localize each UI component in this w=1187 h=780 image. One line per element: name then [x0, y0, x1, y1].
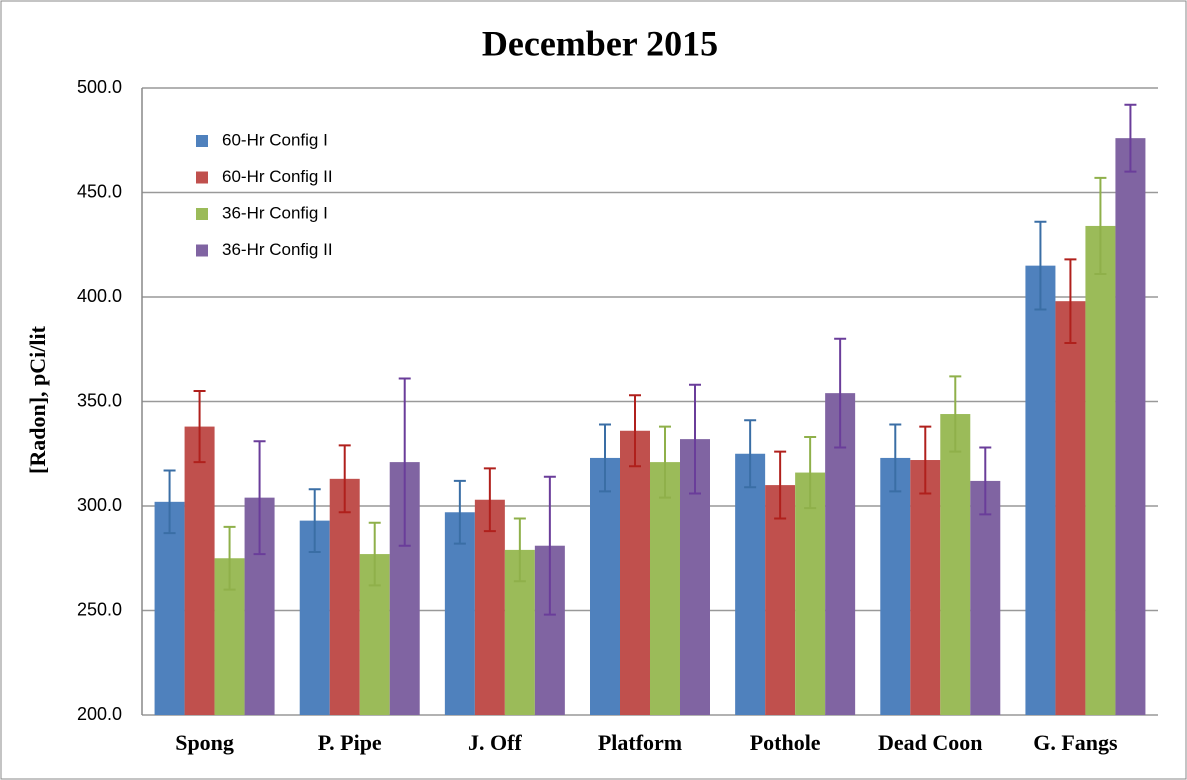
- bar: [474, 499, 505, 715]
- error-bar: [163, 469, 176, 535]
- error-bar: [483, 467, 496, 533]
- bar: [329, 478, 360, 715]
- error-bar: [1094, 176, 1107, 276]
- bar: [184, 426, 215, 715]
- error-bar: [949, 375, 962, 453]
- error-bar: [253, 440, 266, 556]
- y-axis-label: [Radon], pCi/lit: [25, 325, 50, 474]
- bar: [1025, 265, 1056, 715]
- bar: [765, 485, 796, 715]
- error-bar: [1064, 258, 1077, 344]
- legend-swatch: [196, 171, 208, 184]
- bar: [650, 462, 680, 715]
- x-tick-label: P. Pipe: [318, 730, 382, 755]
- legend-swatch: [196, 208, 208, 220]
- x-tick-label: J. Off: [468, 730, 522, 755]
- error-bar: [1124, 103, 1137, 173]
- error-bar: [368, 521, 381, 587]
- error-bar: [193, 390, 206, 464]
- bar: [910, 460, 941, 715]
- x-tick-label: Spong: [175, 730, 234, 755]
- bar: [299, 520, 330, 715]
- x-tick-label: Pothole: [750, 730, 821, 755]
- error-bar: [979, 446, 992, 516]
- error-bar: [1034, 220, 1047, 311]
- bar: [970, 480, 1001, 715]
- bar: [590, 457, 620, 715]
- error-bar: [919, 425, 932, 495]
- y-tick-label: 300.0: [77, 495, 122, 515]
- error-bar: [804, 436, 817, 510]
- y-tick-label: 500.0: [77, 77, 122, 97]
- error-bar: [223, 525, 236, 591]
- legend-swatch: [196, 244, 208, 257]
- bar: [1115, 138, 1146, 715]
- error-bar: [308, 488, 321, 553]
- error-bar: [453, 479, 466, 545]
- legend-label: 60-Hr Config II: [222, 167, 333, 186]
- x-tick-label: G. Fangs: [1033, 730, 1118, 755]
- error-bar: [338, 444, 351, 514]
- legend-swatch: [196, 135, 208, 147]
- legend-label: 60-Hr Config I: [222, 130, 328, 149]
- error-bar: [689, 383, 701, 495]
- error-bar: [744, 419, 757, 489]
- chart-title: December 2015: [482, 23, 718, 63]
- y-tick-label: 400.0: [77, 286, 122, 306]
- bar: [444, 512, 475, 715]
- legend-label: 36-Hr Config II: [222, 240, 333, 259]
- error-bar: [599, 423, 611, 493]
- y-tick-label: 450.0: [77, 181, 122, 201]
- bar: [735, 453, 766, 715]
- bar: [880, 457, 911, 715]
- x-tick-label: Dead Coon: [878, 730, 983, 755]
- error-bar: [629, 394, 641, 468]
- error-bar: [834, 337, 847, 449]
- legend-label: 36-Hr Config I: [222, 203, 328, 222]
- error-bar: [513, 517, 526, 583]
- x-tick-label: Platform: [598, 730, 682, 755]
- bar: [1055, 301, 1086, 715]
- y-tick-label: 200.0: [77, 704, 122, 724]
- bar: [1085, 225, 1116, 715]
- error-bar: [774, 450, 787, 520]
- bar: [940, 414, 971, 715]
- error-bar: [889, 423, 902, 493]
- bar: [620, 430, 650, 715]
- bar: [154, 501, 185, 715]
- y-tick-label: 350.0: [77, 390, 122, 410]
- error-bar: [659, 425, 671, 499]
- error-bar: [398, 377, 411, 547]
- bar: [795, 472, 826, 715]
- error-bar: [543, 475, 556, 616]
- y-tick-label: 250.0: [77, 599, 122, 619]
